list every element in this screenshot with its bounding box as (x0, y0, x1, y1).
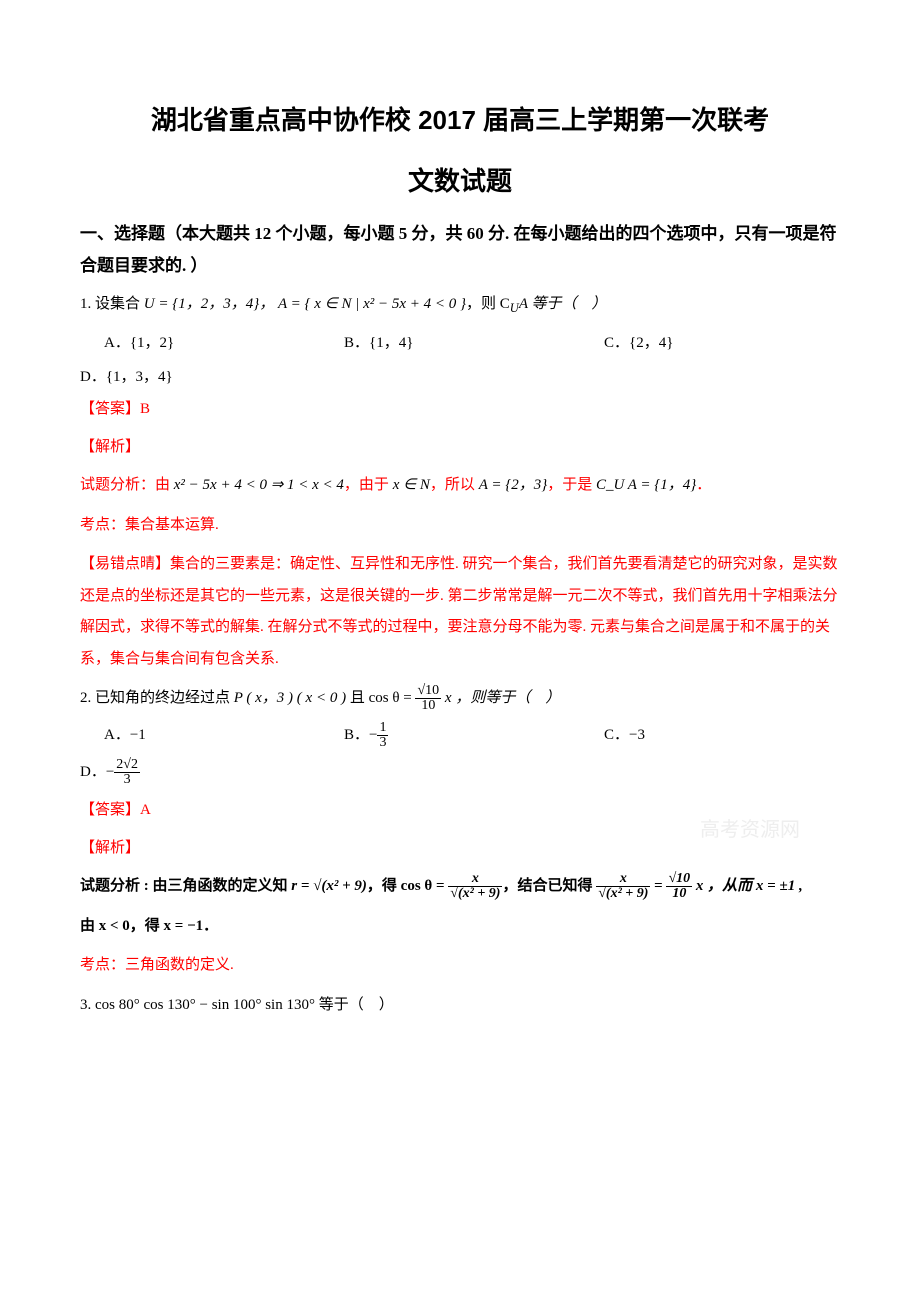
q1-option-c: C．{2，4} (604, 329, 804, 358)
q2-optB-frac: 13 (377, 721, 388, 750)
q2-answer: 【答案】A (80, 795, 840, 825)
q1-kaodian: 考点：集合基本运算. (80, 510, 840, 542)
q1-al1-p1: 试题分析：由 (80, 477, 174, 493)
q1-option-d: D．{1，3，4} (80, 365, 840, 386)
q1-A-prefix: A = (278, 296, 305, 312)
q2-al1-frac2: x√(x² + 9) (596, 872, 650, 901)
q2-options-row: A．−1 B．−13 C．−3 (104, 721, 840, 750)
q1-analysis-label: 【解析】 (80, 432, 840, 462)
q2-al1-frac3: √1010 (666, 872, 692, 901)
q1-sub-U: U (510, 301, 519, 315)
q1-option-a: A．{1，2} (104, 329, 344, 358)
section-heading: 一、选择题（本大题共 12 个小题，每小题 5 分，共 60 分. 在每小题给出… (80, 218, 840, 283)
q2-analysis-label: 【解析】 (80, 833, 840, 863)
q1-A-set: { x ∈ N | x² − 5x + 4 < 0 } (304, 296, 466, 312)
q2-al1-f3d: 10 (666, 887, 692, 901)
q2-al1-f1n: x (448, 872, 502, 887)
q2-analysis-line2: 由 x < 0，得 x = −1． (80, 911, 840, 943)
q2-option-d: D．−2√23 (80, 758, 840, 787)
q2-al1-p4: x ，从而 x = ±1 , (692, 878, 803, 894)
q1-al1-p4: ，于是 (547, 477, 596, 493)
q1-option-b: B．{1，4} (344, 329, 604, 358)
q2-al1-f2d: √(x² + 9) (596, 887, 650, 901)
q2-analysis-line1: 试题分析 : 由三角函数的定义知 r = √(x² + 9)，得 cos θ =… (80, 871, 840, 903)
q2-stem-prefix: 2. 已知角的终边经过点 (80, 690, 234, 706)
q2-option-a: A．−1 (104, 721, 344, 750)
q2-optB-prefix: B．− (344, 727, 377, 743)
q1-al1-m2: x ∈ N (393, 477, 430, 493)
q2-al1-eq: = (650, 878, 666, 894)
q2-al1-f1d: √(x² + 9) (448, 887, 502, 901)
q1-answer: 【答案】B (80, 394, 840, 424)
q1-al1-m4: C_U A = {1，4} (596, 477, 696, 493)
q1-analysis-line1: 试题分析：由 x² − 5x + 4 < 0 ⇒ 1 < x < 4，由于 x … (80, 470, 840, 502)
question-1: 1. 设集合 U = {1，2，3，4}， A = { x ∈ N | x² −… (80, 289, 840, 321)
q2-optD-prefix: D．− (80, 764, 114, 780)
q2-al1-f2n: x (596, 872, 650, 887)
page-title-main: 湖北省重点高中协作校 2017 届高三上学期第一次联考 (80, 100, 840, 137)
q2-option-b: B．−13 (344, 721, 604, 750)
q1-options-row: A．{1，2} B．{1，4} C．{2，4} (104, 329, 840, 358)
q2-optD-den: 3 (114, 773, 140, 787)
q2-optB-num: 1 (377, 721, 388, 736)
q1-al1-m3: A = {2，3} (479, 477, 548, 493)
q2-option-c: C．−3 (604, 721, 804, 750)
q2-stem-frac-num: √10 (415, 684, 441, 699)
q1-suffix1: ，则 C (466, 296, 510, 312)
q1-al1-p3: ，所以 (430, 477, 479, 493)
q2-al1-r: r = √(x² + 9) (291, 878, 367, 894)
q2-al1-p1: 试题分析 : 由三角函数的定义知 (80, 878, 291, 894)
q2-optD-num: 2√2 (114, 758, 140, 773)
q1-al1-p2: ，由于 (344, 477, 393, 493)
q2-al1-f3n: √10 (666, 872, 692, 887)
question-2: 2. 已知角的终边经过点 P ( x，3 ) ( x < 0 ) 且 cos θ… (80, 683, 840, 713)
q2-al1-frac1: x√(x² + 9) (448, 872, 502, 901)
exam-page: 湖北省重点高中协作校 2017 届高三上学期第一次联考 文数试题 一、选择题（本… (0, 0, 920, 1302)
q1-suffix2: A 等于（ ） (519, 296, 607, 312)
q1-set-U: U = {1，2，3，4}， (144, 296, 274, 312)
question-3: 3. cos 80° cos 130° − sin 100° sin 130° … (80, 990, 840, 1020)
q2-optB-den: 3 (377, 736, 388, 750)
q2-al1-p3: ，结合已知得 (502, 878, 596, 894)
q2-P: P ( x，3 ) ( x < 0 ) (234, 690, 346, 706)
q1-yicuo: 【易错点晴】集合的三要素是：确定性、互异性和无序性. 研究一个集合，我们首先要看… (80, 549, 840, 675)
q1-al1-m1: x² − 5x + 4 < 0 ⇒ 1 < x < 4 (174, 477, 344, 493)
q2-mid: 且 cos θ = (346, 690, 415, 706)
q1-stem-prefix: 1. 设集合 (80, 296, 144, 312)
q2-stem-frac: √1010 (415, 684, 441, 713)
q2-stem-frac-den: 10 (415, 699, 441, 713)
q2-kaodian: 考点：三角函数的定义. (80, 950, 840, 982)
q2-al1-p2: ，得 cos θ = (367, 878, 448, 894)
q2-optD-frac: 2√23 (114, 758, 140, 787)
q2-after: x ，则等于（ ） (441, 690, 560, 706)
q1-al1-p5: ． (696, 477, 711, 493)
page-title-sub: 文数试题 (80, 161, 840, 198)
